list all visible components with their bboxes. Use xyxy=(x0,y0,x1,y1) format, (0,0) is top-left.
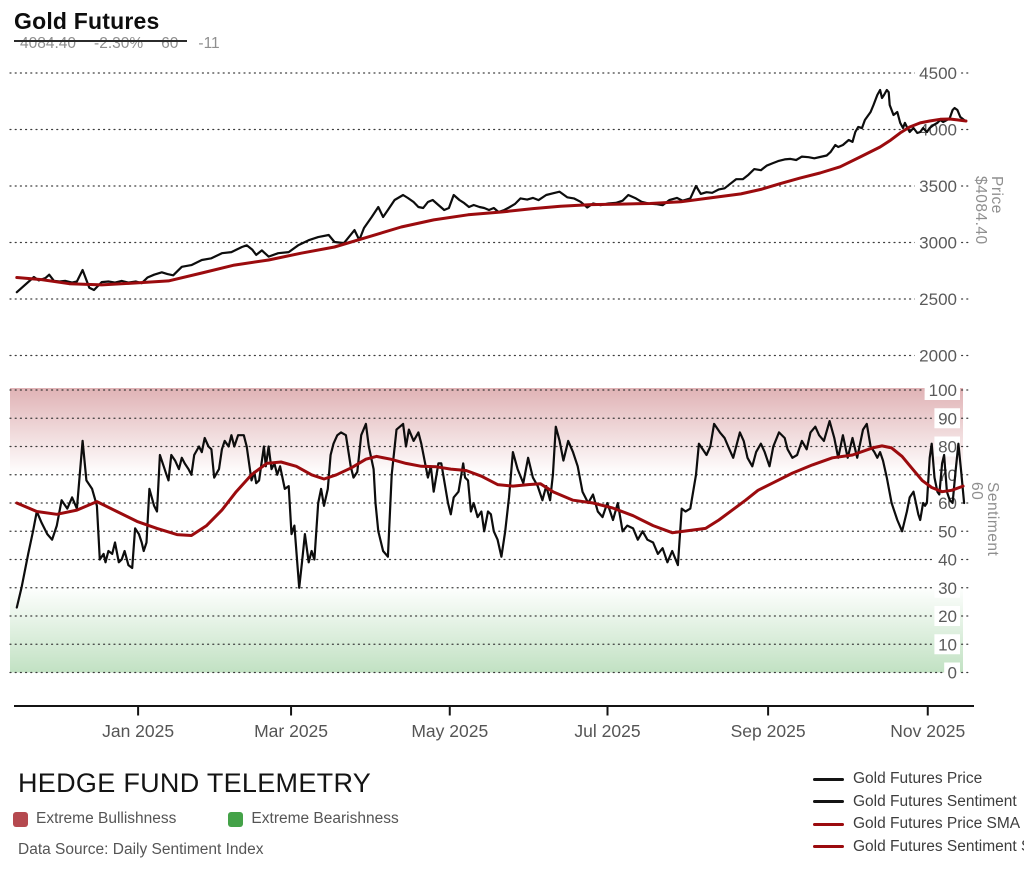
svg-text:2500: 2500 xyxy=(919,290,957,309)
svg-text:Sep 2025: Sep 2025 xyxy=(731,721,806,741)
price-sma-line-swatch-icon xyxy=(813,822,844,826)
price-line-swatch-icon xyxy=(813,777,844,781)
legend-item-sentiment[interactable]: Gold Futures Sentiment xyxy=(813,791,1024,814)
bullishness-label: Extreme Bullishness xyxy=(36,810,177,827)
svg-text:2000: 2000 xyxy=(919,347,957,366)
svg-text:40: 40 xyxy=(938,551,957,570)
price-axis-label: Price $4084.40 xyxy=(972,176,1005,245)
legend-item-price[interactable]: Gold Futures Price xyxy=(813,768,1024,791)
bearishness-label: Extreme Bearishness xyxy=(251,810,399,827)
svg-text:Jul 2025: Jul 2025 xyxy=(574,721,640,741)
price-change-pct: -2.30% xyxy=(94,35,144,52)
svg-text:10: 10 xyxy=(938,635,957,654)
svg-text:90: 90 xyxy=(938,409,957,428)
svg-text:70: 70 xyxy=(938,466,957,485)
bearishness-swatch-icon xyxy=(228,811,244,827)
legend-label-price: Gold Futures Price xyxy=(853,770,983,788)
svg-text:3500: 3500 xyxy=(919,177,957,196)
svg-text:Jan 2025: Jan 2025 xyxy=(102,721,174,741)
page-title: Gold Futures xyxy=(14,8,160,34)
legend-label-sentiment-sma: Gold Futures Sentiment SMA xyxy=(853,837,1024,855)
svg-text:May 2025: May 2025 xyxy=(411,721,488,741)
data-source-note: Data Source: Daily Sentiment Index xyxy=(18,841,264,858)
svg-text:30: 30 xyxy=(938,579,957,598)
series-legend: Gold Futures Price Gold Futures Sentimen… xyxy=(813,768,1024,858)
legend-item-extreme-bullishness: Extreme Bullishness xyxy=(13,810,176,828)
svg-text:0: 0 xyxy=(948,664,957,683)
svg-text:3000: 3000 xyxy=(919,234,957,253)
quote-stats: 4084.40 -2.30% 60 -11 xyxy=(20,35,220,53)
sentiment-line-swatch-icon xyxy=(813,800,844,804)
svg-text:100: 100 xyxy=(929,381,957,400)
svg-text:4000: 4000 xyxy=(919,121,957,140)
svg-text:80: 80 xyxy=(938,438,957,457)
legend-item-price-sma[interactable]: Gold Futures Price SMA xyxy=(813,813,1024,836)
sentiment-value: 60 xyxy=(161,35,179,52)
legend-label-price-sma: Gold Futures Price SMA xyxy=(853,815,1021,833)
bullishness-swatch-icon xyxy=(13,811,28,827)
svg-text:Nov 2025: Nov 2025 xyxy=(890,721,965,741)
zone-legend: Extreme Bullishness Extreme Bearishness xyxy=(13,810,451,828)
sentiment-axis-label: Sentiment 60 xyxy=(968,482,1001,557)
chart-canvas: 2000250030003500400045000102030405060708… xyxy=(9,63,974,741)
svg-text:4500: 4500 xyxy=(919,64,957,83)
title-underline xyxy=(14,40,187,42)
svg-text:50: 50 xyxy=(938,522,957,541)
svg-text:Mar 2025: Mar 2025 xyxy=(254,721,328,741)
legend-item-sentiment-sma[interactable]: Gold Futures Sentiment SMA xyxy=(813,836,1024,859)
svg-text:20: 20 xyxy=(938,607,957,626)
sentiment-change: -11 xyxy=(198,35,220,52)
brand-title: HEDGE FUND TELEMETRY xyxy=(18,768,372,798)
legend-item-extreme-bearishness: Extreme Bearishness xyxy=(228,810,399,828)
last-price: 4084.40 xyxy=(20,35,77,52)
sentiment-sma-line-swatch-icon xyxy=(813,845,844,849)
legend-label-sentiment: Gold Futures Sentiment xyxy=(853,792,1017,810)
